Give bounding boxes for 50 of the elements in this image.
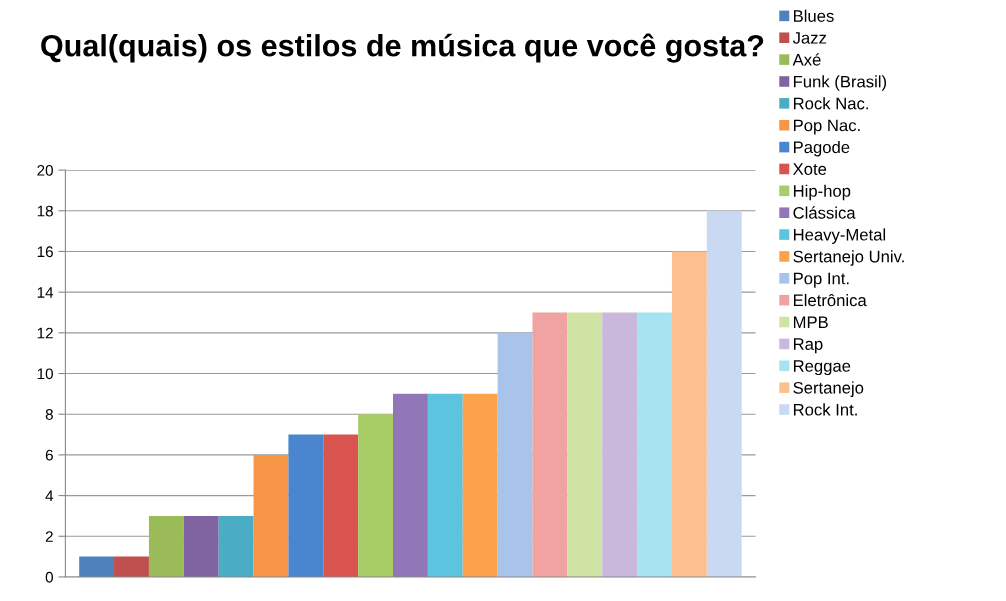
legend-label: Sertanejo Univ. [793, 250, 904, 266]
bar [358, 414, 394, 577]
y-tick-label: 20 [37, 164, 53, 176]
legend-label: Axé [792, 53, 821, 66]
bar [497, 332, 533, 577]
bar [114, 556, 149, 577]
bar [393, 393, 428, 577]
bar [637, 312, 672, 577]
bar [602, 312, 638, 577]
bar [567, 312, 603, 577]
y-tick-label: 2 [45, 531, 53, 542]
legend-label: Rock Int. [793, 403, 857, 416]
legend-label: Blues [793, 9, 834, 22]
y-tick-label: 4 [45, 490, 54, 502]
bar [218, 515, 254, 577]
y-tick-label: 6 [45, 449, 53, 461]
y-tick-label: 16 [37, 246, 53, 258]
bar [323, 434, 359, 577]
chart-title: Qual(quais) os estilos de música que você gosta? [41, 33, 764, 63]
y-tick-label: 14 [37, 287, 54, 298]
legend-label: MPB [793, 316, 828, 328]
legend-label: Clássica [793, 206, 856, 219]
legend-label: Hip-hop [793, 184, 851, 201]
legend-label: Pagode [793, 140, 850, 157]
legend-label: Heavy-Metal [793, 228, 886, 244]
y-tick-label: 18 [37, 205, 53, 217]
legend-label: Jazz [792, 32, 827, 44]
bar [288, 434, 324, 577]
legend-label: Pop Int. [793, 272, 849, 288]
legend-label: Xote [792, 163, 827, 175]
legend-label: Pop Nac. [793, 119, 860, 135]
legend-label: Funk (Brasil) [793, 75, 887, 91]
y-tick-label: 10 [37, 368, 53, 380]
y-tick-label: 0 [45, 571, 53, 583]
legend-label: Eletrônica [793, 293, 867, 307]
y-tick-label: 12 [37, 327, 53, 339]
bar [706, 210, 742, 577]
bar [183, 515, 219, 577]
legend-label: Rock Nac. [793, 97, 868, 110]
bar [462, 393, 498, 577]
legend-label: Rap [793, 338, 823, 354]
bar [427, 393, 463, 577]
bar [79, 556, 115, 577]
bar [253, 454, 289, 577]
legend-label: Reggae [793, 360, 851, 376]
bar [148, 515, 184, 577]
legend-label: Sertanejo [793, 381, 864, 397]
y-tick-label: 8 [45, 409, 53, 420]
bar [671, 251, 707, 577]
bar [532, 312, 568, 577]
